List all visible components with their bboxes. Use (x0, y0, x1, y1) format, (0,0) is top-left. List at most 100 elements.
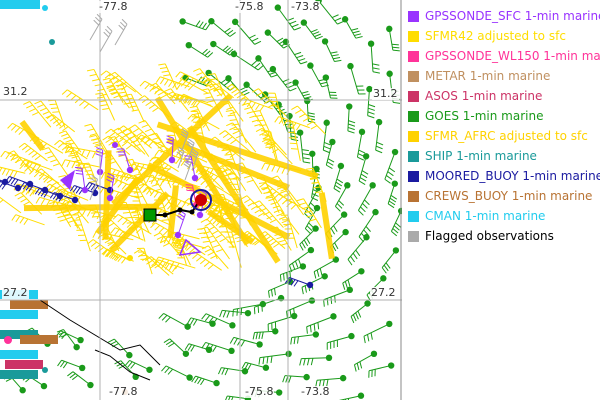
wind-barb-feather (63, 213, 71, 217)
wind-barb-feather (7, 150, 15, 155)
wind-barb-feather (86, 150, 91, 158)
wind-barb-feather (54, 185, 61, 191)
wind-barb-feather (52, 111, 60, 113)
wind-barb-feather (162, 229, 169, 236)
legend-item-moored-buoy[interactable]: MOORED_BUOY 1-min marine (408, 168, 600, 184)
legend-item-flagged[interactable]: Flagged observations (408, 228, 554, 244)
legend-item-cman[interactable]: CMAN 1-min marine (408, 208, 545, 224)
wind-barb-feather (39, 107, 47, 112)
legend-item-sfmr42[interactable]: SFMR42 adjusted to sfc (408, 28, 566, 44)
legend-item-crews-buoy[interactable]: CREWS_BUOY 1-min marine (408, 188, 592, 204)
wind-barb-feather (350, 316, 355, 324)
wind-barb (144, 80, 180, 101)
wind-barb-feather (161, 365, 167, 372)
wind-barb-feather (290, 204, 297, 210)
wind-barb-feather (313, 271, 317, 279)
station-dot (358, 128, 366, 136)
wind-barb-feather (35, 197, 41, 204)
wind-barb-feather (95, 92, 103, 95)
wind-barb-feather (140, 136, 146, 143)
wind-barb-feather (87, 239, 94, 245)
wind-barb-feather (262, 135, 270, 140)
wind-barb-feather (326, 298, 329, 306)
wind-barb-feather (136, 131, 144, 137)
legend-item-gpssonde-sfc[interactable]: GPSSONDE_SFC 1-min marine (408, 8, 600, 24)
wind-barb-feather (91, 211, 97, 218)
wind-barb-feather (229, 31, 236, 37)
wind-barb-feather (251, 60, 257, 66)
wind-barb-feather (263, 99, 271, 105)
wind-barb-feather (204, 50, 211, 56)
legend-item-gpssonde-wl150[interactable]: GPSSONDE_WL150 1-min marine (408, 48, 600, 64)
wind-barb-feather (227, 114, 235, 117)
wind-barb-feather (304, 285, 307, 293)
wind-barb (325, 77, 331, 99)
wind-barb-feather (154, 224, 161, 231)
station-dot (303, 373, 310, 381)
wind-barb-feather (326, 161, 334, 166)
wind-barb-feather (222, 133, 230, 139)
wind-barb-feather (140, 135, 147, 140)
wind-barb-feather (367, 107, 375, 111)
wind-barb (313, 259, 337, 273)
wind-barb-feather (240, 195, 248, 200)
wind-barb (206, 226, 230, 260)
station-dot (210, 40, 217, 48)
legend-item-ship[interactable]: SHIP 1-min marine (408, 148, 537, 164)
wind-barb (0, 166, 26, 174)
wind-barb-feather (92, 231, 97, 238)
wind-barb-feather (159, 239, 167, 244)
legend-item-metar[interactable]: METAR 1-min marine (408, 68, 550, 84)
wind-barb-feather (89, 133, 97, 137)
wind-barb-feather (207, 251, 215, 256)
wind-barb (61, 359, 83, 369)
wind-barb (291, 121, 301, 161)
wind-barb-feather (358, 180, 366, 186)
coastal-station-barbs (5, 360, 43, 369)
wind-barb-feather (358, 149, 366, 154)
wind-barb (264, 231, 286, 249)
station-dot (375, 118, 383, 126)
wind-barb (303, 22, 317, 40)
station-dot (243, 81, 250, 88)
wind-barb-feather (273, 193, 279, 200)
wind-barb-feather (66, 150, 74, 153)
station-dot (19, 387, 26, 394)
wind-barb (286, 300, 313, 312)
wind-barb (171, 138, 174, 161)
wind-barb-feather (367, 115, 375, 119)
legend-item-asos[interactable]: ASOS 1-min marine (408, 88, 542, 104)
wind-barb-feather (356, 363, 360, 371)
station-dot (230, 50, 238, 58)
wind-barb-feather (212, 345, 217, 353)
legend-item-goes[interactable]: GOES 1-min marine (408, 108, 543, 124)
wind-barb-feather (326, 164, 333, 170)
wind-observation-map[interactable]: -77.8 -75.8 -73.8 -77.8 -75.8 -73.8 31.2… (0, 0, 402, 400)
wind-barb-feather (182, 243, 189, 249)
wind-barb-feather (385, 262, 391, 269)
wind-barb (363, 323, 390, 337)
wind-barb-feather (224, 27, 231, 33)
wind-barb-feather (307, 115, 315, 118)
station-dot (186, 374, 193, 381)
wind-barb-feather (114, 191, 120, 199)
wind-barb-feather (391, 230, 398, 237)
coastline (39, 299, 161, 366)
wind-barb-feather (31, 152, 38, 158)
wind-barb-feather (256, 92, 263, 97)
wind-barb-feather (229, 119, 237, 122)
legend-label: GOES 1-min marine (425, 109, 544, 123)
legend-label: ASOS 1-min marine (425, 89, 543, 103)
wind-barb-feather (110, 91, 118, 95)
station-dot (179, 18, 186, 25)
wind-barb-feather (143, 186, 150, 193)
legend-item-sfmr-afrc[interactable]: SFMR_AFRC adjusted to sfc (408, 128, 588, 144)
station-dot (87, 381, 94, 389)
wind-barb-feather (205, 23, 211, 31)
wind-barb-feather (61, 89, 68, 95)
gpssonde-flag (178, 238, 202, 256)
wind-barb-feather (18, 142, 25, 148)
wind-barb (114, 23, 128, 46)
wind-barb (233, 53, 259, 71)
wind-barb-feather (263, 211, 270, 216)
